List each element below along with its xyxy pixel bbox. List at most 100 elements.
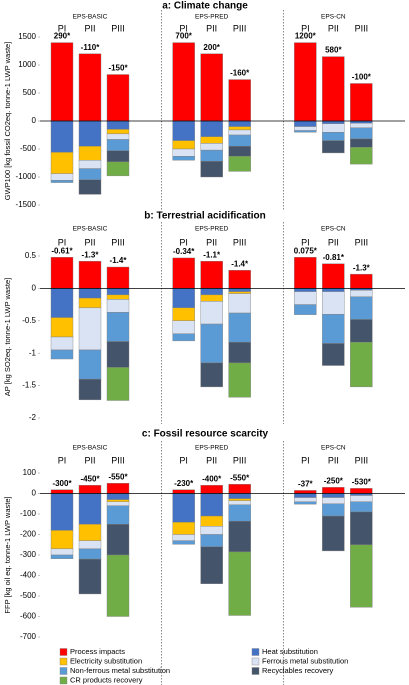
bar-segment xyxy=(50,336,74,351)
bar-segment xyxy=(172,333,195,342)
x-category-label: PIII xyxy=(111,23,125,33)
x-category-label: PI xyxy=(58,237,67,247)
x-category-label: PII xyxy=(84,455,95,465)
bar-segment xyxy=(294,120,317,127)
bar-segment xyxy=(200,323,223,364)
bar-segment xyxy=(106,150,130,163)
bar-segment xyxy=(106,120,130,130)
net-value-label: 200* xyxy=(203,43,220,52)
bar-segment xyxy=(322,493,345,498)
x-category-label: PI xyxy=(301,455,310,465)
bar-segment xyxy=(294,288,317,292)
x-category-label: PIII xyxy=(355,23,369,33)
bar-segment xyxy=(200,260,223,289)
bar-segment xyxy=(294,126,317,131)
bar-segment xyxy=(106,501,130,507)
bar-segment xyxy=(322,487,345,494)
bar-segment xyxy=(78,558,102,595)
x-category-label: PI xyxy=(179,455,188,465)
bar-segment xyxy=(322,515,345,552)
bar-segment xyxy=(350,488,373,494)
legend-swatch xyxy=(251,648,260,656)
bar-segment xyxy=(106,129,130,135)
bar-segment xyxy=(322,56,345,122)
bar-segment xyxy=(106,266,130,289)
bar-segment xyxy=(322,343,345,366)
bar-segment xyxy=(322,497,345,504)
bar-segment xyxy=(350,296,373,320)
y-tick-label: 0 xyxy=(32,116,37,125)
bar-segment xyxy=(106,554,130,617)
bar-segment xyxy=(172,534,195,541)
bar-segment xyxy=(350,83,373,122)
bar-segment xyxy=(50,530,74,550)
legend-swatch xyxy=(59,676,68,685)
y-tick-label: -200 xyxy=(20,530,37,539)
bar-segment xyxy=(228,551,251,616)
net-value-label: -550* xyxy=(108,472,128,481)
bar-segment xyxy=(78,493,102,525)
bar-segment xyxy=(350,138,373,148)
bar-segment xyxy=(350,319,373,343)
bar-segment xyxy=(228,498,251,501)
x-category-label: PI xyxy=(179,237,188,247)
panel-title: c: Fossil resource scarcity xyxy=(142,429,269,440)
bar-segment xyxy=(200,149,223,162)
bar-segment xyxy=(322,263,345,289)
bar-segment xyxy=(228,362,251,398)
bar-segment xyxy=(200,362,223,388)
net-value-label: -530* xyxy=(352,477,372,486)
legend-swatch xyxy=(59,667,68,675)
group-label: EPS-CN xyxy=(321,445,346,452)
y-tick-label: 1500 xyxy=(18,32,36,41)
bar-segment xyxy=(228,134,251,147)
bar-segment xyxy=(172,257,195,289)
net-value-label: -0.61* xyxy=(51,246,73,255)
bar-segment xyxy=(350,273,373,289)
net-value-label: -400* xyxy=(202,474,222,483)
bar-segment xyxy=(322,120,345,124)
bar-segment xyxy=(350,290,373,298)
net-value-label: 580* xyxy=(325,46,342,55)
bar-segment xyxy=(294,42,317,122)
bar-segment xyxy=(294,291,317,305)
bar-segment xyxy=(172,493,195,523)
legend-label: Ferrous metal substitution xyxy=(262,656,348,665)
x-category-label: PII xyxy=(328,455,339,465)
bar-segment xyxy=(322,131,345,141)
bar-segment xyxy=(106,299,130,313)
group-label: EPS-BASIC xyxy=(73,226,108,233)
bar-segment xyxy=(78,548,102,560)
y-tick-label: 0 xyxy=(32,489,37,498)
bar-segment xyxy=(294,501,317,505)
y-tick-label: -700 xyxy=(20,632,37,641)
y-tick-label: 0 xyxy=(32,284,37,293)
y-tick-label: -500 xyxy=(20,144,37,153)
x-category-label: PII xyxy=(206,23,217,33)
y-tick-label: -1 xyxy=(29,348,37,357)
bar-segment xyxy=(50,554,74,559)
bar-segment xyxy=(200,526,223,535)
bar-segment xyxy=(228,341,251,364)
bar-segment xyxy=(172,489,195,494)
bar-segment xyxy=(172,120,195,141)
panel-title: a: Climate change xyxy=(162,1,248,12)
legend-label: Process impacts xyxy=(70,647,125,656)
x-category-label: PII xyxy=(84,23,95,33)
bar-segment xyxy=(78,540,102,550)
bar-segment xyxy=(78,168,102,181)
group-label: EPS-PRED xyxy=(195,14,229,21)
bar-segment xyxy=(228,156,251,172)
net-value-label: -0.81* xyxy=(323,253,345,262)
y-axis-label: GWP100 [kg fossil CO2eq. tonne-1 LWP was… xyxy=(3,42,12,201)
group-label: EPS-BASIC xyxy=(73,445,108,452)
bar-segment xyxy=(200,485,223,494)
bar-segment xyxy=(200,301,223,325)
bar-segment xyxy=(322,123,345,133)
bar-segment xyxy=(172,140,195,150)
legend-label: Recyclables recovery xyxy=(262,666,334,675)
bar-segment xyxy=(228,493,251,499)
bar-segment xyxy=(294,497,317,502)
bar-segment xyxy=(228,145,251,157)
bar-segment xyxy=(228,270,251,289)
